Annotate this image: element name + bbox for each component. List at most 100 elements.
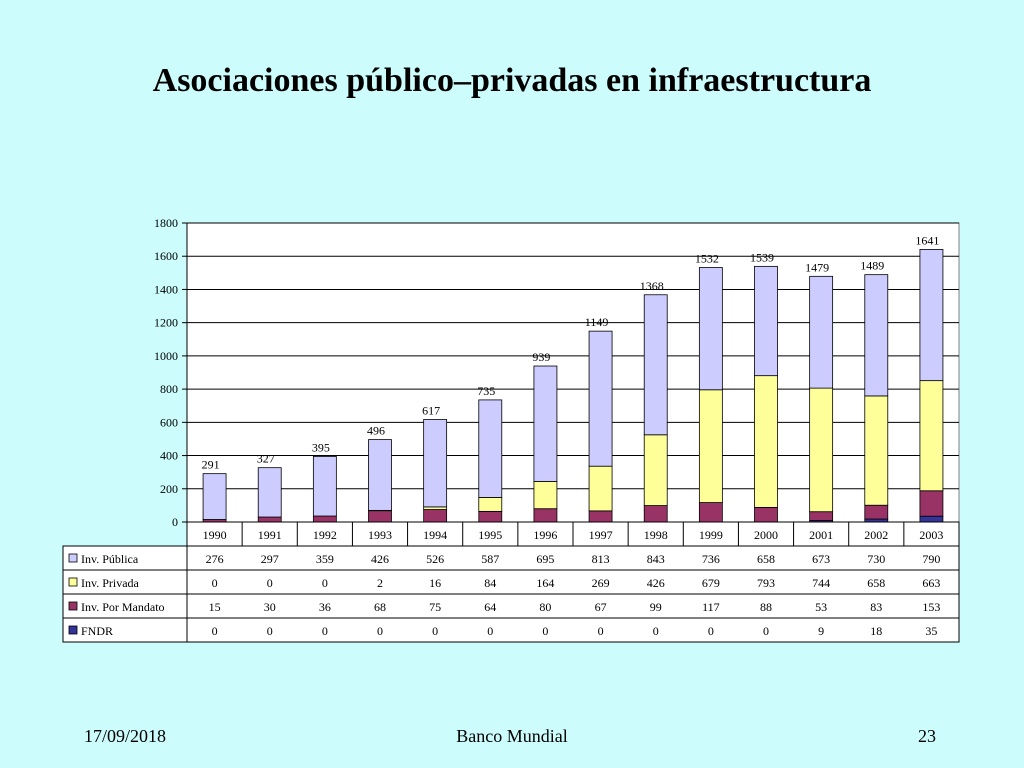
total-label: 1641	[915, 233, 939, 247]
legend-label: Inv. Por Mandato	[81, 600, 165, 614]
table-cell: 297	[261, 552, 279, 566]
legend-swatch	[68, 553, 78, 563]
page-number: 23	[918, 726, 936, 746]
bar-segment	[368, 510, 392, 523]
total-label: 1368	[640, 279, 664, 293]
bar-segment	[257, 516, 282, 523]
y-tick-label: 800	[160, 382, 178, 396]
total-label: 291	[202, 458, 220, 472]
table-cell: 663	[922, 576, 940, 590]
x-category-label: 2000	[754, 528, 778, 542]
legend-swatch	[68, 625, 78, 635]
y-tick-label: 400	[160, 449, 178, 463]
bar-segment	[919, 490, 944, 517]
slide-title: Asociaciones público–privadas en infraes…	[152, 62, 872, 99]
bar-segment	[864, 504, 889, 520]
x-category-label: 1993	[368, 528, 392, 542]
bar-segment	[423, 419, 448, 508]
bar-segment	[312, 455, 337, 517]
x-category-label: 1996	[533, 528, 557, 542]
bar-segment	[698, 389, 723, 503]
table-cell: 0	[322, 624, 328, 638]
table-row	[62, 617, 960, 643]
table-cell: 730	[867, 552, 885, 566]
bar-segment	[698, 267, 723, 391]
bar-segment	[478, 399, 503, 498]
table-cell: 359	[316, 552, 334, 566]
x-category-label: 1990	[203, 528, 227, 542]
total-label: 1479	[805, 260, 829, 274]
bar-segment	[754, 265, 778, 377]
table-cell: 67	[595, 600, 607, 614]
bar-segment	[864, 395, 889, 506]
table-cell: 2	[377, 576, 383, 590]
table-cell: 9	[818, 624, 824, 638]
table-cell: 0	[708, 624, 714, 638]
table-cell: 276	[206, 552, 224, 566]
table-cell: 0	[653, 624, 659, 638]
table-cell: 736	[702, 552, 720, 566]
bar-segment	[864, 274, 889, 397]
bar-segment	[478, 510, 503, 523]
table-cell: 99	[650, 600, 662, 614]
bar-segment	[809, 387, 834, 513]
legend-label: FNDR	[81, 624, 113, 638]
footer-source: Banco Mundial	[456, 726, 568, 746]
table-cell: 843	[647, 552, 665, 566]
total-label: 395	[312, 440, 330, 454]
table-cell: 0	[763, 624, 769, 638]
table-cell: 84	[484, 576, 496, 590]
y-tick-label: 1800	[154, 216, 178, 230]
table-cell: 790	[922, 552, 940, 566]
y-tick-label: 1200	[154, 316, 178, 330]
table-cell: 83	[870, 600, 882, 614]
bar-segment	[257, 467, 282, 518]
table-cell: 35	[925, 624, 937, 638]
legend-label: Inv. Privada	[81, 576, 140, 590]
table-cell: 153	[922, 600, 940, 614]
total-label: 1539	[750, 250, 774, 264]
total-label: 1149	[585, 315, 609, 329]
y-tick-label: 600	[160, 415, 178, 429]
y-tick-label: 200	[160, 482, 178, 496]
y-tick-label: 1000	[154, 349, 178, 363]
table-cell: 695	[536, 552, 554, 566]
x-category-label: 2001	[809, 528, 833, 542]
bar-segment	[643, 434, 668, 506]
table-cell: 673	[812, 552, 830, 566]
table-cell: 64	[484, 600, 496, 614]
table-cell: 30	[264, 600, 276, 614]
total-label: 327	[257, 452, 275, 466]
table-cell: 0	[322, 576, 328, 590]
table-cell: 679	[702, 576, 720, 590]
x-category-label: 1998	[644, 528, 668, 542]
table-cell: 53	[815, 600, 827, 614]
total-label: 939	[532, 350, 550, 364]
total-label: 617	[422, 404, 440, 418]
table-cell: 744	[812, 576, 830, 590]
bar-segment	[754, 506, 778, 523]
legend-label: Inv. Pública	[81, 552, 139, 566]
total-label: 1489	[860, 259, 884, 273]
bar-segment	[698, 502, 723, 523]
table-cell: 0	[598, 624, 604, 638]
bar-segment	[919, 249, 944, 382]
x-category-label: 2002	[864, 528, 888, 542]
table-cell: 80	[539, 600, 551, 614]
bar-segment	[643, 505, 668, 523]
total-label: 496	[367, 424, 385, 438]
table-cell: 813	[592, 552, 610, 566]
bar-segment	[312, 515, 337, 523]
table-cell: 164	[536, 576, 554, 590]
legend-swatch	[68, 601, 78, 611]
bar-segment	[588, 510, 613, 523]
table-cell: 0	[267, 624, 273, 638]
table-cell: 793	[757, 576, 775, 590]
table-cell: 269	[592, 576, 610, 590]
table-cell: 16	[429, 576, 441, 590]
table-cell: 0	[212, 624, 218, 638]
x-category-label: 1992	[313, 528, 337, 542]
table-cell: 658	[867, 576, 885, 590]
table-cell: 658	[757, 552, 775, 566]
